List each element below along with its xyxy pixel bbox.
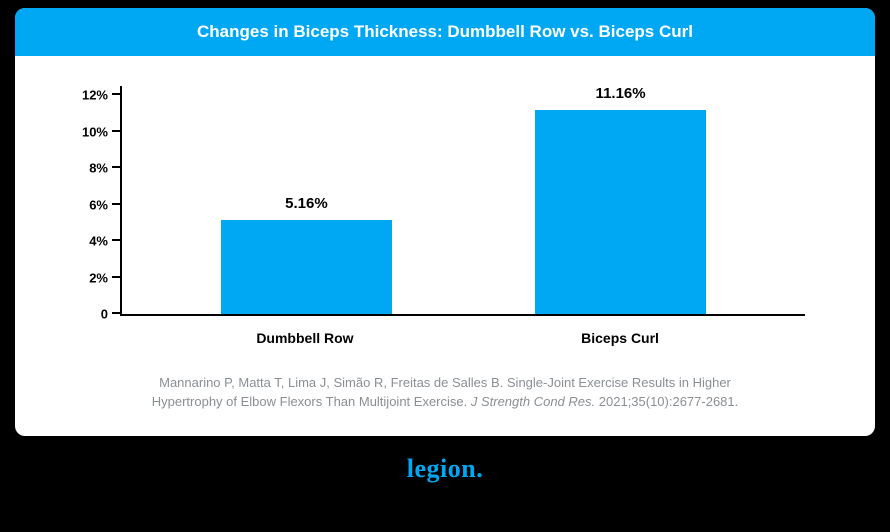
x-category-label: Biceps Curl — [581, 330, 659, 346]
x-axis-labels: Dumbbell Row Biceps Curl — [120, 316, 805, 356]
bar: 5.16% — [221, 220, 392, 314]
y-tick-label: 2% — [89, 270, 122, 285]
chart-card: Changes in Biceps Thickness: Dumbbell Ro… — [15, 8, 875, 436]
chart-title: Changes in Biceps Thickness: Dumbbell Ro… — [197, 22, 693, 41]
brand-dot: . — [476, 454, 483, 483]
y-tick-label: 8% — [89, 161, 122, 176]
chart-plot-container: 02%4%6%8%10%12%5.16%11.16% — [120, 86, 805, 316]
chart-plot: 02%4%6%8%10%12%5.16%11.16% — [120, 86, 805, 316]
x-category-label: Dumbbell Row — [256, 330, 353, 346]
citation-line1: Mannarino P, Matta T, Lima J, Simão R, F… — [159, 375, 731, 390]
y-tick-label: 12% — [82, 88, 122, 103]
y-tick-label: 0 — [101, 307, 122, 322]
brand-text: legion — [407, 454, 476, 483]
citation-line2b: 2021;35(10):2677-2681. — [595, 394, 738, 409]
citation-text: Mannarino P, Matta T, Lima J, Simão R, F… — [15, 366, 875, 436]
chart-title-bar: Changes in Biceps Thickness: Dumbbell Ro… — [15, 8, 875, 56]
bar: 11.16% — [535, 110, 706, 314]
citation-journal: J Strength Cond Res. — [471, 394, 595, 409]
brand-logo: legion. — [407, 454, 483, 484]
citation-line2a: Hypertrophy of Elbow Flexors Than Multij… — [152, 394, 471, 409]
y-tick-label: 10% — [82, 124, 122, 139]
y-tick-label: 4% — [89, 234, 122, 249]
y-tick-label: 6% — [89, 197, 122, 212]
chart-area: 0 2% 4% 6% 8% 10% 12% 5.16% 11.16% Dumbbell Row B… — [15, 56, 875, 366]
bar-value-label: 5.16% — [285, 195, 328, 212]
bar-value-label: 11.16% — [596, 85, 646, 102]
